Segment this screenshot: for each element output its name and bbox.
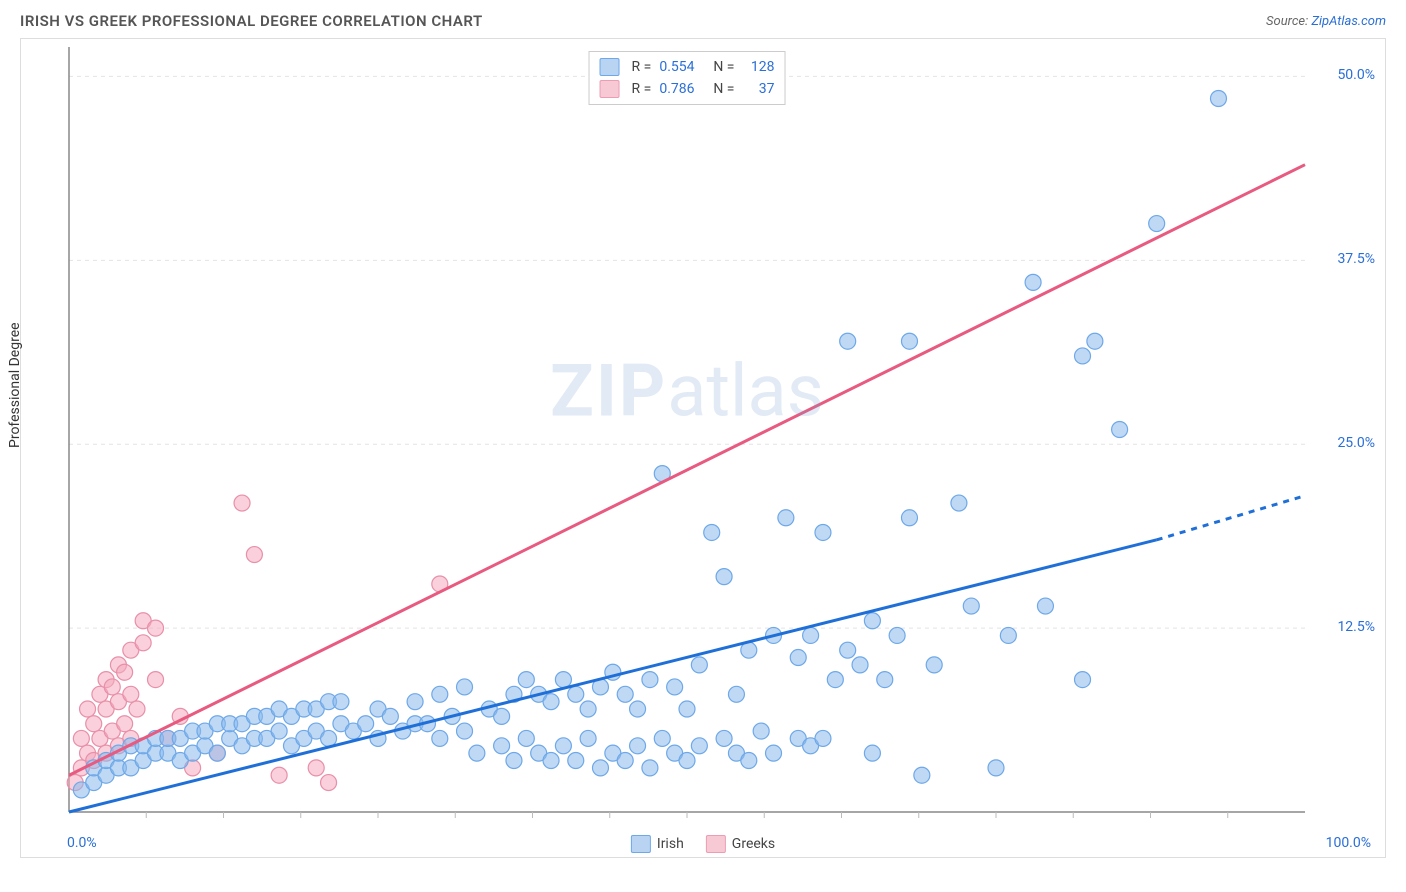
legend-swatch bbox=[600, 80, 620, 98]
source-prefix: Source: bbox=[1266, 14, 1311, 29]
legend-item: Greeks bbox=[706, 835, 775, 853]
chart-container: Professional Degree ZIPatlas R = 0.554 N… bbox=[20, 38, 1386, 858]
legend-item: Irish bbox=[631, 835, 684, 853]
x-tick-label: 0.0% bbox=[67, 835, 97, 851]
r-value: 0.554 bbox=[659, 59, 701, 75]
source-attribution: Source: ZipAtlas.com bbox=[1266, 14, 1386, 29]
chart-title: IRISH VS GREEK PROFESSIONAL DEGREE CORRE… bbox=[20, 12, 483, 30]
n-label: N = bbox=[713, 59, 734, 75]
x-tick-label: 100.0% bbox=[1326, 835, 1371, 851]
legend-swatch bbox=[706, 835, 726, 853]
plot-area: ZIPatlas R = 0.554 N = 128 R = 0.786 N =… bbox=[69, 47, 1305, 812]
legend-label: Greeks bbox=[732, 836, 775, 852]
legend-swatch bbox=[600, 58, 620, 76]
r-label: R = bbox=[632, 81, 652, 97]
legend-series: Irish Greeks bbox=[631, 835, 775, 853]
legend-swatch bbox=[631, 835, 651, 853]
legend-stats-row: R = 0.554 N = 128 bbox=[600, 56, 775, 78]
n-value: 128 bbox=[742, 59, 774, 75]
n-value: 37 bbox=[742, 81, 774, 97]
n-label: N = bbox=[713, 81, 734, 97]
r-value: 0.786 bbox=[659, 81, 701, 97]
y-tick-label: 25.0% bbox=[1337, 435, 1375, 451]
y-tick-label: 50.0% bbox=[1337, 67, 1375, 83]
r-label: R = bbox=[632, 59, 652, 75]
legend-label: Irish bbox=[657, 836, 684, 852]
legend-stats-row: R = 0.786 N = 37 bbox=[600, 78, 775, 100]
legend-stats: R = 0.554 N = 128 R = 0.786 N = 37 bbox=[589, 51, 786, 105]
source-link[interactable]: ZipAtlas.com bbox=[1311, 14, 1386, 29]
y-tick-label: 12.5% bbox=[1337, 619, 1375, 635]
y-axis-label: Professional Degree bbox=[7, 322, 23, 448]
y-tick-label: 37.5% bbox=[1337, 251, 1375, 267]
